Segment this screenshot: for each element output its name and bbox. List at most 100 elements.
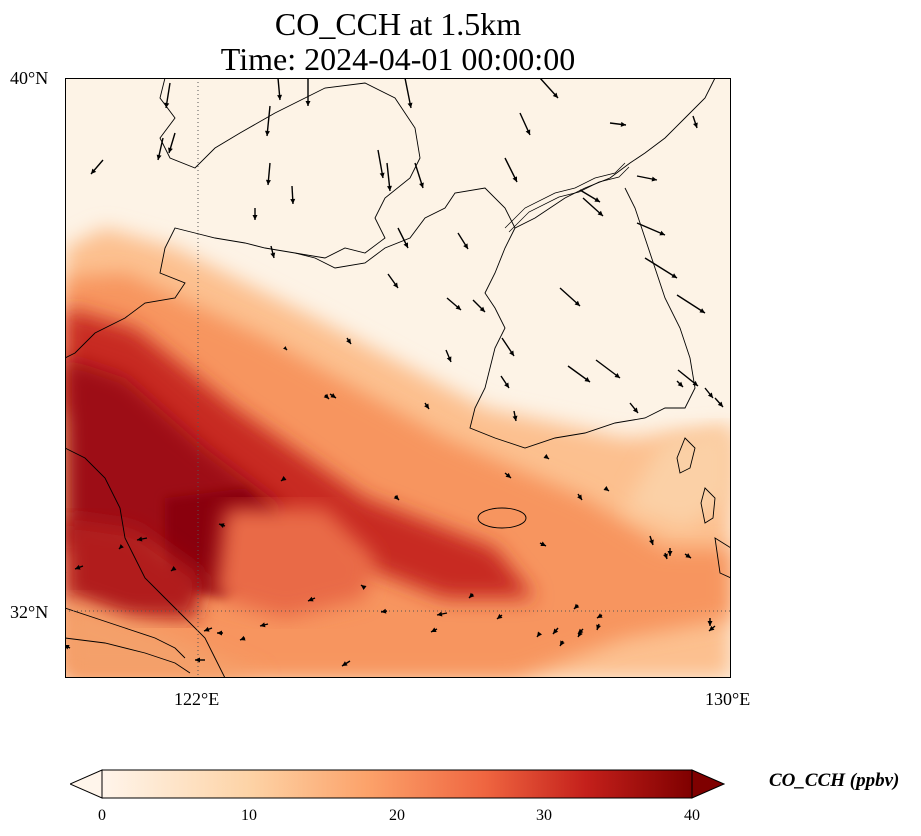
wind-arrow-head bbox=[265, 179, 271, 185]
wind-arrow-head bbox=[342, 661, 348, 666]
wind-arrow-shaft bbox=[266, 105, 271, 137]
wind-arrow-head bbox=[137, 536, 143, 542]
wind-arrow-head bbox=[330, 393, 336, 398]
lat-tick-32N: 32°N bbox=[10, 602, 49, 622]
wind-arrow-head bbox=[469, 592, 475, 598]
wind-arrow-head bbox=[707, 392, 713, 398]
yangtze-estuary-south bbox=[65, 637, 191, 674]
colorbar-title: CO_CCH (ppbv) bbox=[769, 770, 900, 791]
wind-arrow-head bbox=[217, 630, 222, 636]
wind-arrow-head bbox=[240, 635, 246, 641]
iki-island bbox=[700, 487, 716, 524]
wind-arrow-head bbox=[437, 611, 443, 617]
wind-arrow-head bbox=[431, 627, 437, 632]
wind-arrow-head bbox=[677, 381, 683, 387]
jeju-island bbox=[477, 507, 527, 529]
wind-arrow-head bbox=[537, 631, 542, 637]
wind-arrow-shaft bbox=[676, 294, 706, 314]
wind-arrow-head bbox=[463, 243, 468, 249]
wind-arrow-head bbox=[614, 373, 620, 378]
wind-arrow-head bbox=[685, 553, 691, 558]
wind-arrow-head bbox=[252, 215, 258, 220]
wind-arrow-head bbox=[424, 403, 429, 409]
wind-arrow-head bbox=[305, 101, 311, 106]
wind-arrow-head bbox=[525, 129, 531, 135]
wind-arrow-head bbox=[692, 380, 698, 386]
wind-arrow-head bbox=[651, 176, 657, 182]
plume-orange-lobe bbox=[215, 508, 375, 618]
wind-arrow-head bbox=[509, 350, 514, 356]
wind-arrow-head bbox=[671, 273, 677, 278]
wind-arrow-head bbox=[597, 210, 603, 216]
wind-arrow-head bbox=[455, 304, 461, 310]
wind-arrow-head bbox=[699, 308, 705, 313]
korea-border bbox=[504, 162, 630, 233]
colorbar bbox=[70, 769, 725, 799]
korea-peninsula-outline bbox=[469, 187, 696, 449]
band-east-light bbox=[625, 428, 731, 528]
wind-arrow-head bbox=[578, 628, 584, 634]
lon-tick-122E: 122°E bbox=[174, 689, 220, 709]
map-canvas bbox=[65, 78, 731, 678]
wind-arrow-head bbox=[119, 544, 124, 549]
wind-arrow-head bbox=[156, 154, 162, 160]
wind-arrow-head bbox=[649, 539, 654, 545]
lat-tick-40N: 40°N bbox=[10, 68, 49, 88]
wind-arrow-head bbox=[667, 551, 673, 556]
wind-arrow-head bbox=[596, 624, 601, 630]
wind-arrow-head bbox=[393, 282, 398, 288]
wind-arrow-head bbox=[707, 621, 713, 626]
wind-arrow-head bbox=[446, 356, 452, 362]
colorbar-tick-30: 30 bbox=[536, 807, 552, 824]
wind-arrow-head bbox=[709, 625, 715, 631]
wind-arrow-head bbox=[168, 147, 173, 153]
wind-arrow-head bbox=[497, 613, 503, 619]
kyushu-west-coast bbox=[714, 537, 731, 579]
wind-arrow-head bbox=[260, 622, 266, 628]
wind-arrow-head bbox=[512, 176, 517, 182]
wind-arrow-head bbox=[283, 346, 287, 350]
colorbar-extend-min bbox=[70, 769, 103, 799]
map-border bbox=[65, 78, 731, 678]
wind-arrow-head bbox=[403, 242, 408, 248]
wind-arrow-head bbox=[91, 168, 97, 174]
wind-arrow-head bbox=[717, 401, 723, 407]
wind-arrow-head bbox=[171, 566, 177, 571]
wind-arrow-head bbox=[308, 596, 314, 602]
map-panel[interactable] bbox=[65, 78, 731, 678]
wind-arrow-head bbox=[419, 182, 424, 188]
wind-arrow-head bbox=[560, 640, 565, 646]
colorbar-extend-max bbox=[691, 769, 725, 799]
map-title-line-2: Time: 2024-04-01 00:00:00 bbox=[220, 41, 576, 77]
concentration-field bbox=[65, 78, 731, 678]
wind-arrow-head bbox=[663, 553, 668, 559]
wind-arrow-head bbox=[290, 198, 296, 204]
korea-north-coast bbox=[294, 78, 716, 269]
yangtze-estuary-north bbox=[65, 607, 186, 659]
wind-arrow-head bbox=[195, 657, 200, 663]
wind-arrow-head bbox=[505, 472, 511, 478]
wind-arrow-head bbox=[552, 92, 558, 98]
colorbar-tick-40: 40 bbox=[684, 807, 700, 824]
wind-arrow-head bbox=[281, 476, 287, 481]
wind-arrow-head bbox=[265, 130, 270, 136]
wind-arrow-head bbox=[407, 102, 413, 108]
wind-arrow-head bbox=[574, 603, 580, 609]
wind-arrow-head bbox=[603, 486, 609, 491]
north-china-coast bbox=[65, 78, 421, 359]
wind-arrow-head bbox=[361, 585, 367, 590]
wind-arrow-shaft bbox=[644, 257, 678, 279]
wind-arrow-head bbox=[381, 608, 387, 614]
tsushima-island bbox=[676, 437, 696, 474]
wind-arrow-shaft bbox=[636, 222, 666, 236]
wind-arrow-head bbox=[594, 197, 600, 202]
wind-arrow-head bbox=[597, 613, 603, 618]
colorbar-tick-0: 0 bbox=[98, 807, 106, 824]
lon-tick-130E: 130°E bbox=[705, 689, 751, 709]
colorbar-tick-20: 20 bbox=[389, 807, 405, 824]
wind-arrow-head bbox=[346, 338, 351, 344]
map-title-line-1: CO_CCH at 1.5km bbox=[274, 6, 522, 42]
east-china-coast bbox=[65, 447, 226, 678]
wind-arrow-head bbox=[693, 122, 698, 128]
wind-arrow-shaft bbox=[404, 78, 412, 109]
